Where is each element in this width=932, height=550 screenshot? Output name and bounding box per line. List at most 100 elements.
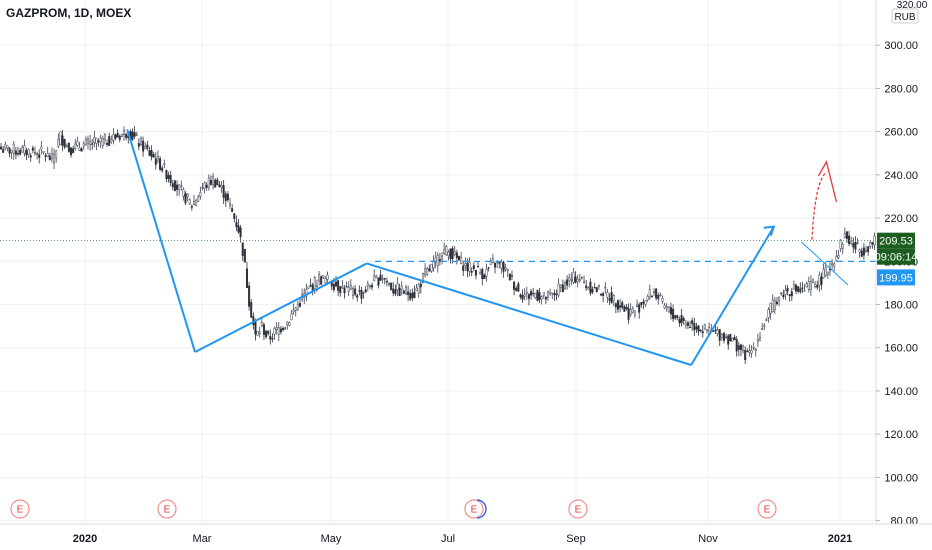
candle-body <box>131 131 134 140</box>
trend-line[interactable] <box>801 241 849 286</box>
candle-body <box>803 290 806 292</box>
candle-body <box>254 320 257 335</box>
candle-body <box>631 308 634 313</box>
candle-body <box>848 235 851 244</box>
candle-body <box>186 193 189 197</box>
candle-body <box>362 292 365 294</box>
earnings-event-marker[interactable] <box>464 499 484 519</box>
x-tick-label: Sep <box>566 533 586 545</box>
candle-body <box>833 263 836 267</box>
last-price-tag <box>877 232 915 249</box>
candle-body <box>502 261 505 272</box>
candle-body <box>720 334 723 338</box>
candle-body <box>347 287 350 292</box>
candle-body <box>424 268 427 276</box>
candle-body <box>714 329 717 331</box>
candle-body <box>587 287 590 290</box>
candle-body <box>307 286 310 289</box>
candle-body <box>438 259 441 262</box>
candle-body <box>137 143 140 147</box>
candle-body <box>566 279 569 286</box>
candle-body <box>676 315 679 318</box>
candle-body <box>277 327 280 335</box>
candle-body <box>305 289 308 297</box>
candle-body <box>201 187 204 189</box>
candle-body <box>659 294 662 296</box>
candle-body <box>729 334 732 342</box>
candle-body <box>233 213 236 219</box>
trend-line[interactable] <box>126 129 196 353</box>
candle-body <box>364 289 367 293</box>
currency-box[interactable] <box>891 8 919 24</box>
earnings-event-marker[interactable] <box>568 499 588 519</box>
y-tick-label: 100.00 <box>884 472 918 484</box>
candle-body <box>161 167 164 171</box>
candle-body <box>65 145 68 147</box>
candle-body <box>515 287 518 291</box>
candle-body <box>417 284 420 294</box>
y-tick-label: 160.00 <box>884 343 918 355</box>
candle-body <box>574 276 577 283</box>
candle-body <box>485 268 488 277</box>
candle-body <box>148 150 151 156</box>
candle-body <box>667 306 670 313</box>
candle-body <box>451 248 454 259</box>
candle-body <box>33 152 36 154</box>
candle-body <box>31 147 34 151</box>
candle-body <box>555 293 558 296</box>
trend-line[interactable] <box>366 262 692 366</box>
candle-body <box>229 203 232 206</box>
candle-body <box>216 179 219 186</box>
trend-line[interactable] <box>194 262 368 353</box>
candle-body <box>23 145 26 154</box>
candle-body <box>790 291 793 297</box>
candle-body <box>841 244 844 249</box>
candle-body <box>173 180 176 192</box>
candle-body <box>262 324 265 335</box>
candle-body <box>686 322 689 326</box>
candle-body <box>171 183 174 188</box>
candle-body <box>519 294 522 298</box>
candle-body <box>89 141 92 145</box>
candle-body <box>525 292 528 294</box>
earnings-event-marker[interactable] <box>757 499 777 519</box>
candle-body <box>616 300 619 310</box>
candle-body <box>379 274 382 281</box>
candle-body <box>822 268 825 279</box>
candle-body <box>144 145 147 149</box>
candle-body <box>25 150 28 156</box>
forecast-arrow[interactable] <box>811 171 827 240</box>
candle-body <box>625 306 628 310</box>
level-tag <box>877 269 915 286</box>
candle-body <box>135 134 138 136</box>
candle-body <box>250 302 253 318</box>
candle-body <box>38 154 41 158</box>
earnings-event-marker[interactable] <box>157 499 177 519</box>
candle-body <box>824 266 827 276</box>
time-axis[interactable]: 2020 Mar May Jul Sep Nov 2021 <box>73 533 852 545</box>
candle-body <box>746 350 749 353</box>
candle-body <box>648 289 651 298</box>
candle-body <box>335 281 338 287</box>
candle-body <box>318 274 321 282</box>
candle-body <box>460 256 463 264</box>
y-tick-label: 220.00 <box>884 213 918 225</box>
candle-body <box>76 140 79 146</box>
candle-body <box>40 146 43 150</box>
candle-body <box>481 269 484 280</box>
price-axis[interactable]: 80.00100.00120.00140.00160.00180.00200.0… <box>876 40 918 528</box>
candle-body <box>858 249 861 253</box>
candle-body <box>578 279 581 281</box>
earnings-event-label: E <box>164 505 171 516</box>
candle-body <box>125 133 128 138</box>
trend-line[interactable] <box>690 226 775 366</box>
candle-body <box>727 335 730 345</box>
earnings-event-marker[interactable] <box>10 499 30 519</box>
candle-body <box>572 272 575 283</box>
candle-body <box>674 315 677 319</box>
candle-body <box>865 250 868 252</box>
candle-body <box>735 339 738 352</box>
candle-body <box>59 131 62 145</box>
